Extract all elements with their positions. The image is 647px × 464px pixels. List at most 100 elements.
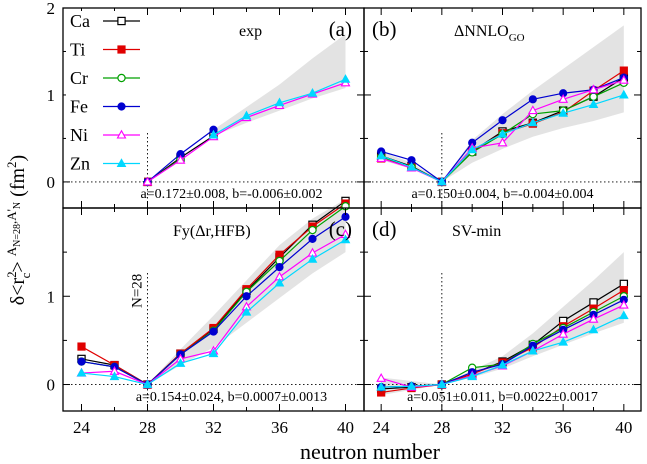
legend-label-ni: Ni xyxy=(70,125,88,145)
y-label-units: (fm xyxy=(7,168,29,202)
data-point-fe xyxy=(498,116,507,125)
data-point-zn xyxy=(340,74,351,83)
panel-c: 0 1 24 28 32 36 40 (c) Fy(Δr,HFB) a=0.154±0.024, … xyxy=(47,196,365,437)
data-point-cr xyxy=(589,92,598,101)
panel-title: ΔNNLOGO xyxy=(454,23,525,44)
data-point-zn xyxy=(618,310,629,320)
data-point-zn xyxy=(307,253,318,263)
data-point-zn xyxy=(497,359,508,369)
legend-marker-zn xyxy=(116,158,127,167)
fit-annotation: a=0.051±0.011, b=0.0022±0.0017 xyxy=(407,390,598,405)
y-tick-label: 0 xyxy=(47,376,56,395)
data-point-zn xyxy=(340,234,351,244)
data-point-zn xyxy=(307,87,318,97)
panel-label: (c) xyxy=(329,217,352,241)
series-line-ni xyxy=(147,82,346,183)
data-point-fe xyxy=(209,327,218,336)
data-point-zn xyxy=(376,381,387,391)
svg-text:δ<r2c> AN=28,A'N (fm2): δ<r2c> AN=28,A'N (fm2) xyxy=(4,155,33,305)
legend-label-ti: Ti xyxy=(70,40,85,60)
panel-title: Fy(Δr,HFB) xyxy=(173,223,251,240)
data-point-zn xyxy=(558,336,569,346)
x-tick-label: 32 xyxy=(205,418,222,437)
data-point-ni xyxy=(588,84,599,94)
legend-label-fe: Fe xyxy=(70,97,88,117)
data-point-zn xyxy=(376,150,387,160)
panel-title: exp xyxy=(239,23,262,40)
fit-annotation: a=0.154±0.024, b=0.0007±0.0013 xyxy=(136,390,327,405)
data-point-cr xyxy=(308,225,317,235)
data-point-ti xyxy=(77,342,86,351)
data-point-ni xyxy=(376,373,387,382)
y-label-sup: 2 xyxy=(4,271,19,278)
data-point-ni xyxy=(558,93,569,103)
x-tick-label: 32 xyxy=(494,418,511,437)
x-tick-label: 36 xyxy=(271,418,288,437)
legend-marker-ti xyxy=(117,45,126,54)
data-point-zn xyxy=(406,381,417,390)
data-point-ni xyxy=(497,137,508,147)
legend-marker-fe xyxy=(117,102,126,111)
y-tick-label: 1 xyxy=(47,287,56,306)
data-point-zn xyxy=(76,367,87,377)
y-tick-label: 1 xyxy=(47,86,56,105)
data-point-zn xyxy=(467,371,478,381)
panel-d: 24 28 32 36 40 (d) SV-min a=0.051±0.011, b=0.00… xyxy=(363,207,642,437)
data-point-fe xyxy=(308,234,317,243)
uncertainty-band xyxy=(381,252,624,396)
y-label-tail: > xyxy=(7,256,29,272)
data-point-zn xyxy=(497,128,508,138)
y-label-tail-sub: N=28 xyxy=(12,224,23,247)
x-tick-label: 24 xyxy=(373,418,391,437)
data-point-zn xyxy=(436,176,447,186)
y-label-main: δ<r xyxy=(7,278,29,306)
series-zn xyxy=(376,310,629,391)
uncertainty-band xyxy=(381,25,624,182)
x-tick-label: 36 xyxy=(555,418,572,437)
x-tick-label: 24 xyxy=(73,418,91,437)
y-label-tail-sup: A xyxy=(4,246,19,256)
panel-label: (d) xyxy=(372,217,397,241)
panel-title-sub: GO xyxy=(509,32,525,44)
series-zn xyxy=(208,74,351,139)
panel-b: (b) ΔNNLOGO a=0.150±0.004, b=-0.004±0.004 xyxy=(363,7,642,209)
n28-label: N=28 xyxy=(130,274,146,308)
panel-title: SV-min xyxy=(452,223,501,240)
uncertainty-band xyxy=(213,34,346,136)
data-point-zn xyxy=(467,144,478,154)
y-label-sub: c xyxy=(18,272,33,278)
x-axis-label: neutron number xyxy=(300,439,441,464)
x-tick-label: 28 xyxy=(433,418,450,437)
data-point-fe xyxy=(77,357,86,366)
fit-annotation: a=0.172±0.008, b=-0.006±0.002 xyxy=(140,187,322,202)
data-point-fe xyxy=(528,95,537,104)
data-point-zn xyxy=(558,107,569,117)
data-point-ni xyxy=(175,154,186,164)
data-point-zn xyxy=(436,379,447,389)
panel-label: (b) xyxy=(372,17,397,41)
legend-marker-cr xyxy=(117,73,126,83)
data-point-zn xyxy=(241,306,252,316)
data-point-ni xyxy=(588,313,599,323)
data-point-zn xyxy=(527,117,538,127)
data-point-zn xyxy=(406,161,417,171)
data-point-zn xyxy=(208,129,219,139)
y-axis-label: δ<r2c> AN=28,A'N (fm2) xyxy=(4,155,33,305)
y-label-units-close: ) xyxy=(7,155,29,162)
data-point-zn xyxy=(142,379,153,389)
data-point-zn xyxy=(109,371,120,381)
y-label-tail-n: N xyxy=(12,202,23,209)
data-point-zn xyxy=(208,348,219,358)
legend: Ca Ti Cr Fe Ni Zn xyxy=(66,11,144,181)
legend-label-zn: Zn xyxy=(70,154,90,174)
legend-marker-ni xyxy=(116,129,127,139)
legend-background xyxy=(66,11,144,181)
data-point-ni xyxy=(618,299,629,309)
legend-label-cr: Cr xyxy=(70,68,88,88)
data-point-zn xyxy=(588,324,599,334)
data-point-zn xyxy=(527,345,538,355)
data-point-zn xyxy=(618,89,629,99)
series-zn xyxy=(76,234,351,389)
y-tick-label: 0 xyxy=(47,173,56,192)
